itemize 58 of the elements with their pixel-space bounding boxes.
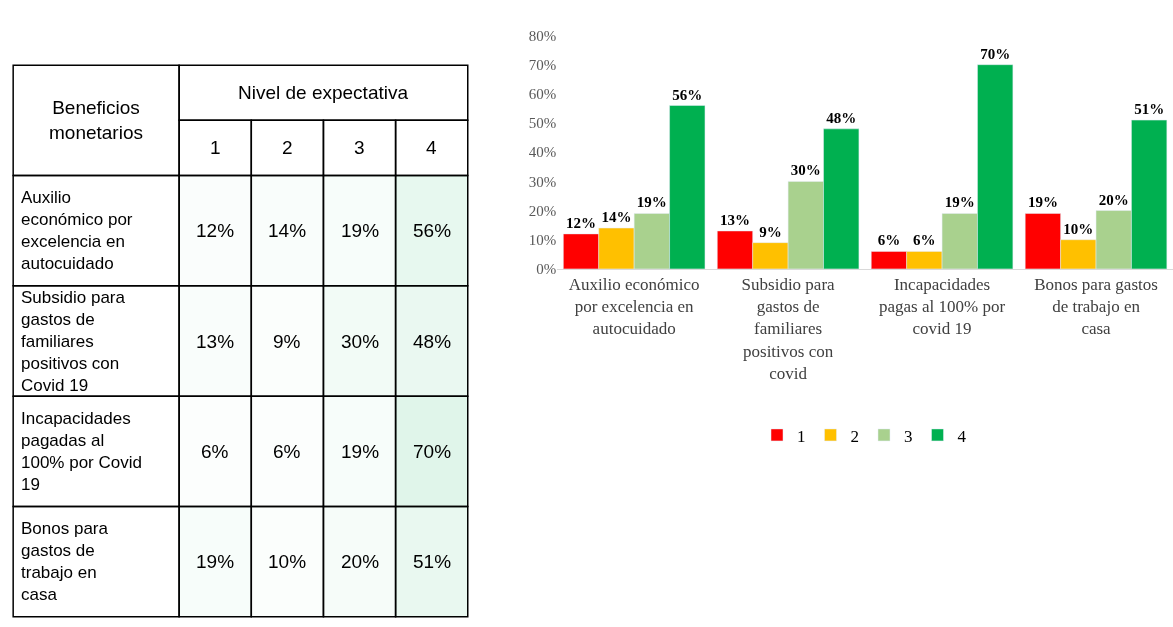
x-tick-label: 2 <box>282 137 293 158</box>
legend-label: 1 <box>797 426 806 446</box>
data-label: 30% <box>790 162 821 179</box>
legend-label: 4 <box>957 426 967 446</box>
data-label: 12% <box>566 214 597 231</box>
x-tick-label: 1 <box>210 137 221 158</box>
data-label: 51% <box>413 551 452 572</box>
data-label: 19% <box>341 220 380 241</box>
x-tick-label: Auxilio económico por excelencia en autocuidado <box>568 275 700 339</box>
data-label: 9% <box>759 223 782 240</box>
y-tick-label: 70% <box>528 56 557 73</box>
data-label: 19% <box>341 441 380 462</box>
data-label: 19% <box>944 194 975 211</box>
data-label: 6% <box>273 441 301 462</box>
data-label: 51% <box>1134 101 1165 118</box>
data-label: 13% <box>719 211 750 228</box>
data-label: 13% <box>196 331 235 352</box>
data-label: 48% <box>413 331 452 352</box>
data-label: 70% <box>980 45 1011 62</box>
y-tick-label: Bonos para gastos de trabajo en casa <box>21 519 109 605</box>
y-tick-label: 60% <box>528 86 557 103</box>
data-label: 48% <box>826 109 857 126</box>
y-tick-label: 20% <box>528 202 557 219</box>
y-tick-label: 40% <box>528 144 557 161</box>
x-axis-title: Nivel de expectativa <box>238 82 409 103</box>
data-label: 20% <box>1098 191 1129 208</box>
data-label: 6% <box>913 232 936 249</box>
data-label: 70% <box>413 441 452 462</box>
data-label: 19% <box>636 194 667 211</box>
data-label: 14% <box>601 209 632 226</box>
data-label: 10% <box>1063 220 1094 237</box>
y-tick-label: 80% <box>528 27 557 44</box>
data-label: 14% <box>268 220 307 241</box>
x-tick-label: Incapacidades pagas al 100% por covid 19 <box>879 275 1006 339</box>
data-label: 19% <box>1027 194 1058 211</box>
y-tick-label: 0% <box>536 261 557 278</box>
x-tick-label: 4 <box>426 137 437 158</box>
data-label: 30% <box>341 331 380 352</box>
x-tick-label: 3 <box>354 137 365 158</box>
y-tick-label: Subsidio para gastos de familiares positivos con Covid 19 <box>21 288 126 396</box>
x-tick-label: Bonos para gastos de trabajo en casa <box>1034 275 1158 339</box>
data-label: 10% <box>268 551 307 572</box>
data-label: 56% <box>413 220 452 241</box>
y-tick-label: 50% <box>528 115 557 132</box>
y-axis-title: Beneficios monetarios <box>49 97 143 143</box>
x-tick-label: Subsidio para gastos de familiares positivos con covid <box>741 275 836 383</box>
y-tick-label: Incapacidades pagadas al 100% por Covid 19 <box>21 409 142 495</box>
data-label: 56% <box>672 86 703 103</box>
legend-label: 3 <box>904 426 913 446</box>
data-label: 9% <box>273 331 301 352</box>
data-label: 20% <box>341 551 380 572</box>
y-tick-label: 10% <box>528 231 557 248</box>
data-label: 12% <box>196 220 235 241</box>
y-tick-label: 30% <box>528 173 557 190</box>
data-label: 19% <box>196 551 235 572</box>
legend-label: 2 <box>850 426 859 446</box>
data-label: 6% <box>201 441 229 462</box>
data-label: 6% <box>877 232 901 249</box>
